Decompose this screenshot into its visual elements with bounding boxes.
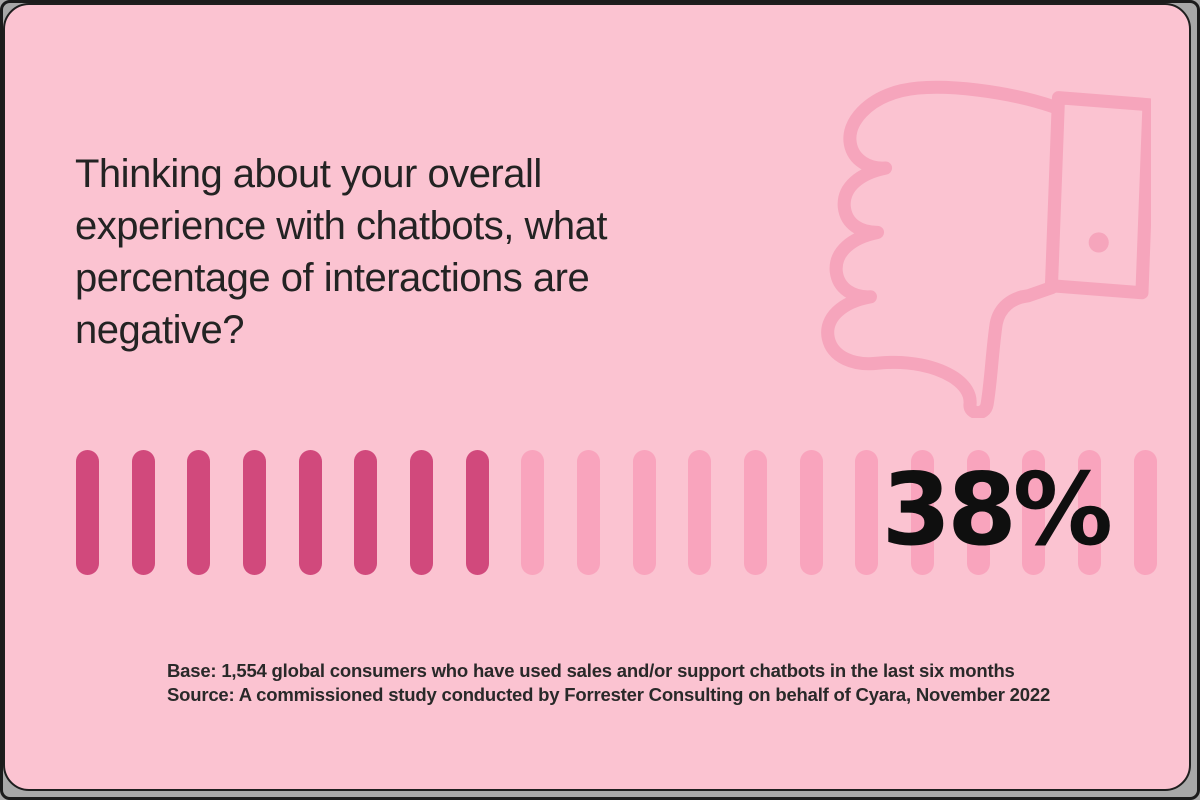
thumb-hand-shape [821,80,1061,418]
thumbs-down-strokes [821,80,1151,418]
pictograph-bar-empty [1078,450,1102,575]
pictograph-bar-filled [410,450,434,575]
pictograph-bar-filled [187,450,211,575]
pictograph-bar-filled [465,450,489,575]
pictograph-bar-empty [911,450,935,575]
pictograph-bar-empty [966,450,990,575]
thumbs-down-icon [821,80,1151,418]
stat-value: 38% [881,451,1113,568]
pictograph-bar-empty [521,450,545,575]
pictograph-bar-empty [744,450,768,575]
pictograph-bar-filled [243,450,267,575]
pictograph-bar-filled [131,450,155,575]
pictograph-bar-empty [1022,450,1046,575]
pictograph-bar-empty [577,450,601,575]
pictograph-bar-row [76,450,1157,575]
thumb-cuff-button-dot [1088,232,1109,253]
infographic-card: Thinking about your overall experience w… [3,3,1191,791]
pictograph-bar-empty [632,450,656,575]
footnote-block: Base: 1,554 global consumers who have us… [167,659,1050,707]
footnote-base-line: Base: 1,554 global consumers who have us… [167,660,1015,681]
pictograph-bar-empty [855,450,879,575]
pictograph-bar-filled [76,450,99,575]
pictograph-bar-filled [298,450,322,575]
pictograph-bar-filled [354,450,378,575]
pictograph-bar-empty [688,450,712,575]
pictograph-bar-empty [1133,450,1157,575]
question-title: Thinking about your overall experience w… [75,152,607,352]
pictograph-bar-empty [799,450,823,575]
footnote-source-line: Source: A commissioned study conducted b… [167,684,1051,705]
thumb-cuff-shape [1044,91,1151,300]
